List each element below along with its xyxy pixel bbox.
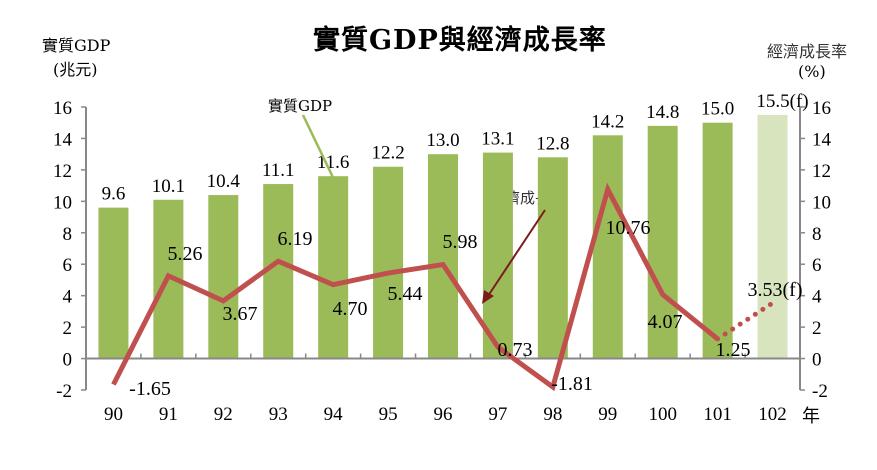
growth-arrow-head [482,290,494,304]
right-tick-label: 14 [812,129,832,150]
bar-label-90: 9.6 [102,184,126,205]
x-unit-label: 年 [802,406,820,427]
bar-label-99: 14.2 [591,111,624,132]
x-tick-label-96: 96 [434,404,453,425]
gdp-arrow-head [333,186,345,202]
left-tick-label: 12 [53,161,72,182]
x-tick-label-97: 97 [488,404,507,425]
growth-label-100: 4.07 [648,311,683,333]
growth-label-95: 5.44 [388,283,423,305]
bar-label-98: 12.8 [536,133,569,154]
growth-forecast-line [715,300,776,342]
left-tick-label: 10 [53,192,72,213]
bar-90 [98,207,129,359]
bar-102 [757,114,788,359]
bar-96 [428,154,458,359]
right-tick-label: 12 [812,161,831,182]
left-tick-label: 0 [63,350,73,371]
bar-94 [318,176,349,359]
bar-99 [592,135,623,359]
right-axis-title: 經濟成長率 [767,42,848,61]
right-tick-label: 8 [812,224,822,245]
left-tick-label: 8 [63,224,73,245]
x-tick-label-94: 94 [324,404,344,425]
growth-line [111,182,720,392]
x-tick-label-93: 93 [269,404,288,425]
bar-label-95: 12.2 [371,143,404,164]
bar-97 [482,152,513,359]
bar-100 [647,125,678,359]
right-tick-label: 16 [812,98,831,119]
left-axis-title: 實質GDP [42,36,111,55]
gdp-arrow [301,114,342,193]
bar-101 [702,122,733,359]
bar-label-91: 10.1 [152,176,185,197]
bar-98 [537,157,568,359]
growth-label-93: 6.19 [278,228,313,250]
left-tick-label: 2 [63,318,73,339]
bar-label-96: 13.0 [426,130,459,151]
x-tick-label-91: 91 [159,404,178,425]
growth-label-102: 3.53(f) [748,279,803,301]
growth-label-101: 1.25 [716,339,751,361]
x-tick-label-95: 95 [379,404,398,425]
left-tick-label: 6 [63,255,73,276]
growth-label-90: -1.65 [129,378,171,400]
x-tick-label-100: 100 [648,404,677,425]
x-tick-label-90: 90 [104,404,123,425]
legend-label-gdp: 實質GDP [268,97,333,115]
growth-label-97: 0.73 [498,339,533,361]
growth-label-94: 4.70 [333,298,368,320]
right-axis-unit: (%) [798,62,826,81]
x-tick-label-102: 102 [758,404,787,425]
bar-95 [373,166,404,359]
bar-92 [208,195,239,359]
bar-label-94: 11.6 [317,152,350,173]
x-tick-label-99: 99 [598,404,617,425]
right-tick-label: -2 [812,381,828,402]
x-tick-label-92: 92 [214,404,233,425]
left-tick-label: -2 [56,381,72,402]
chart-title: 實質GDP與經濟成長率 [313,25,607,56]
growth-label-92: 3.67 [223,303,258,325]
bar-label-97: 13.1 [481,129,514,150]
right-tick-label: 10 [812,192,831,213]
growth-label-99: 10.76 [606,217,651,239]
growth-label-98: -1.81 [551,373,593,395]
bar-label-93: 11.1 [262,160,295,181]
left-tick-label: 4 [63,287,73,308]
bar-label-92: 10.4 [207,171,241,192]
growth-label-96: 5.98 [443,231,478,253]
right-tick-label: 4 [812,287,822,308]
bar-label-101: 15.0 [701,99,734,120]
growth-arrow [487,209,546,297]
left-axis-unit: (兆元) [53,60,98,79]
left-tick-label: 16 [53,98,72,119]
right-tick-label: 6 [812,255,822,276]
right-tick-label: 0 [812,350,822,371]
growth-label-91: 5.26 [168,243,203,265]
bar-label-100: 14.8 [646,102,679,123]
left-tick-label: 14 [53,129,73,150]
x-tick-label-98: 98 [543,404,562,425]
bar-label-102: 15.5(f) [756,91,808,112]
right-tick-label: 2 [812,318,822,339]
x-tick-label-101: 101 [703,404,732,425]
